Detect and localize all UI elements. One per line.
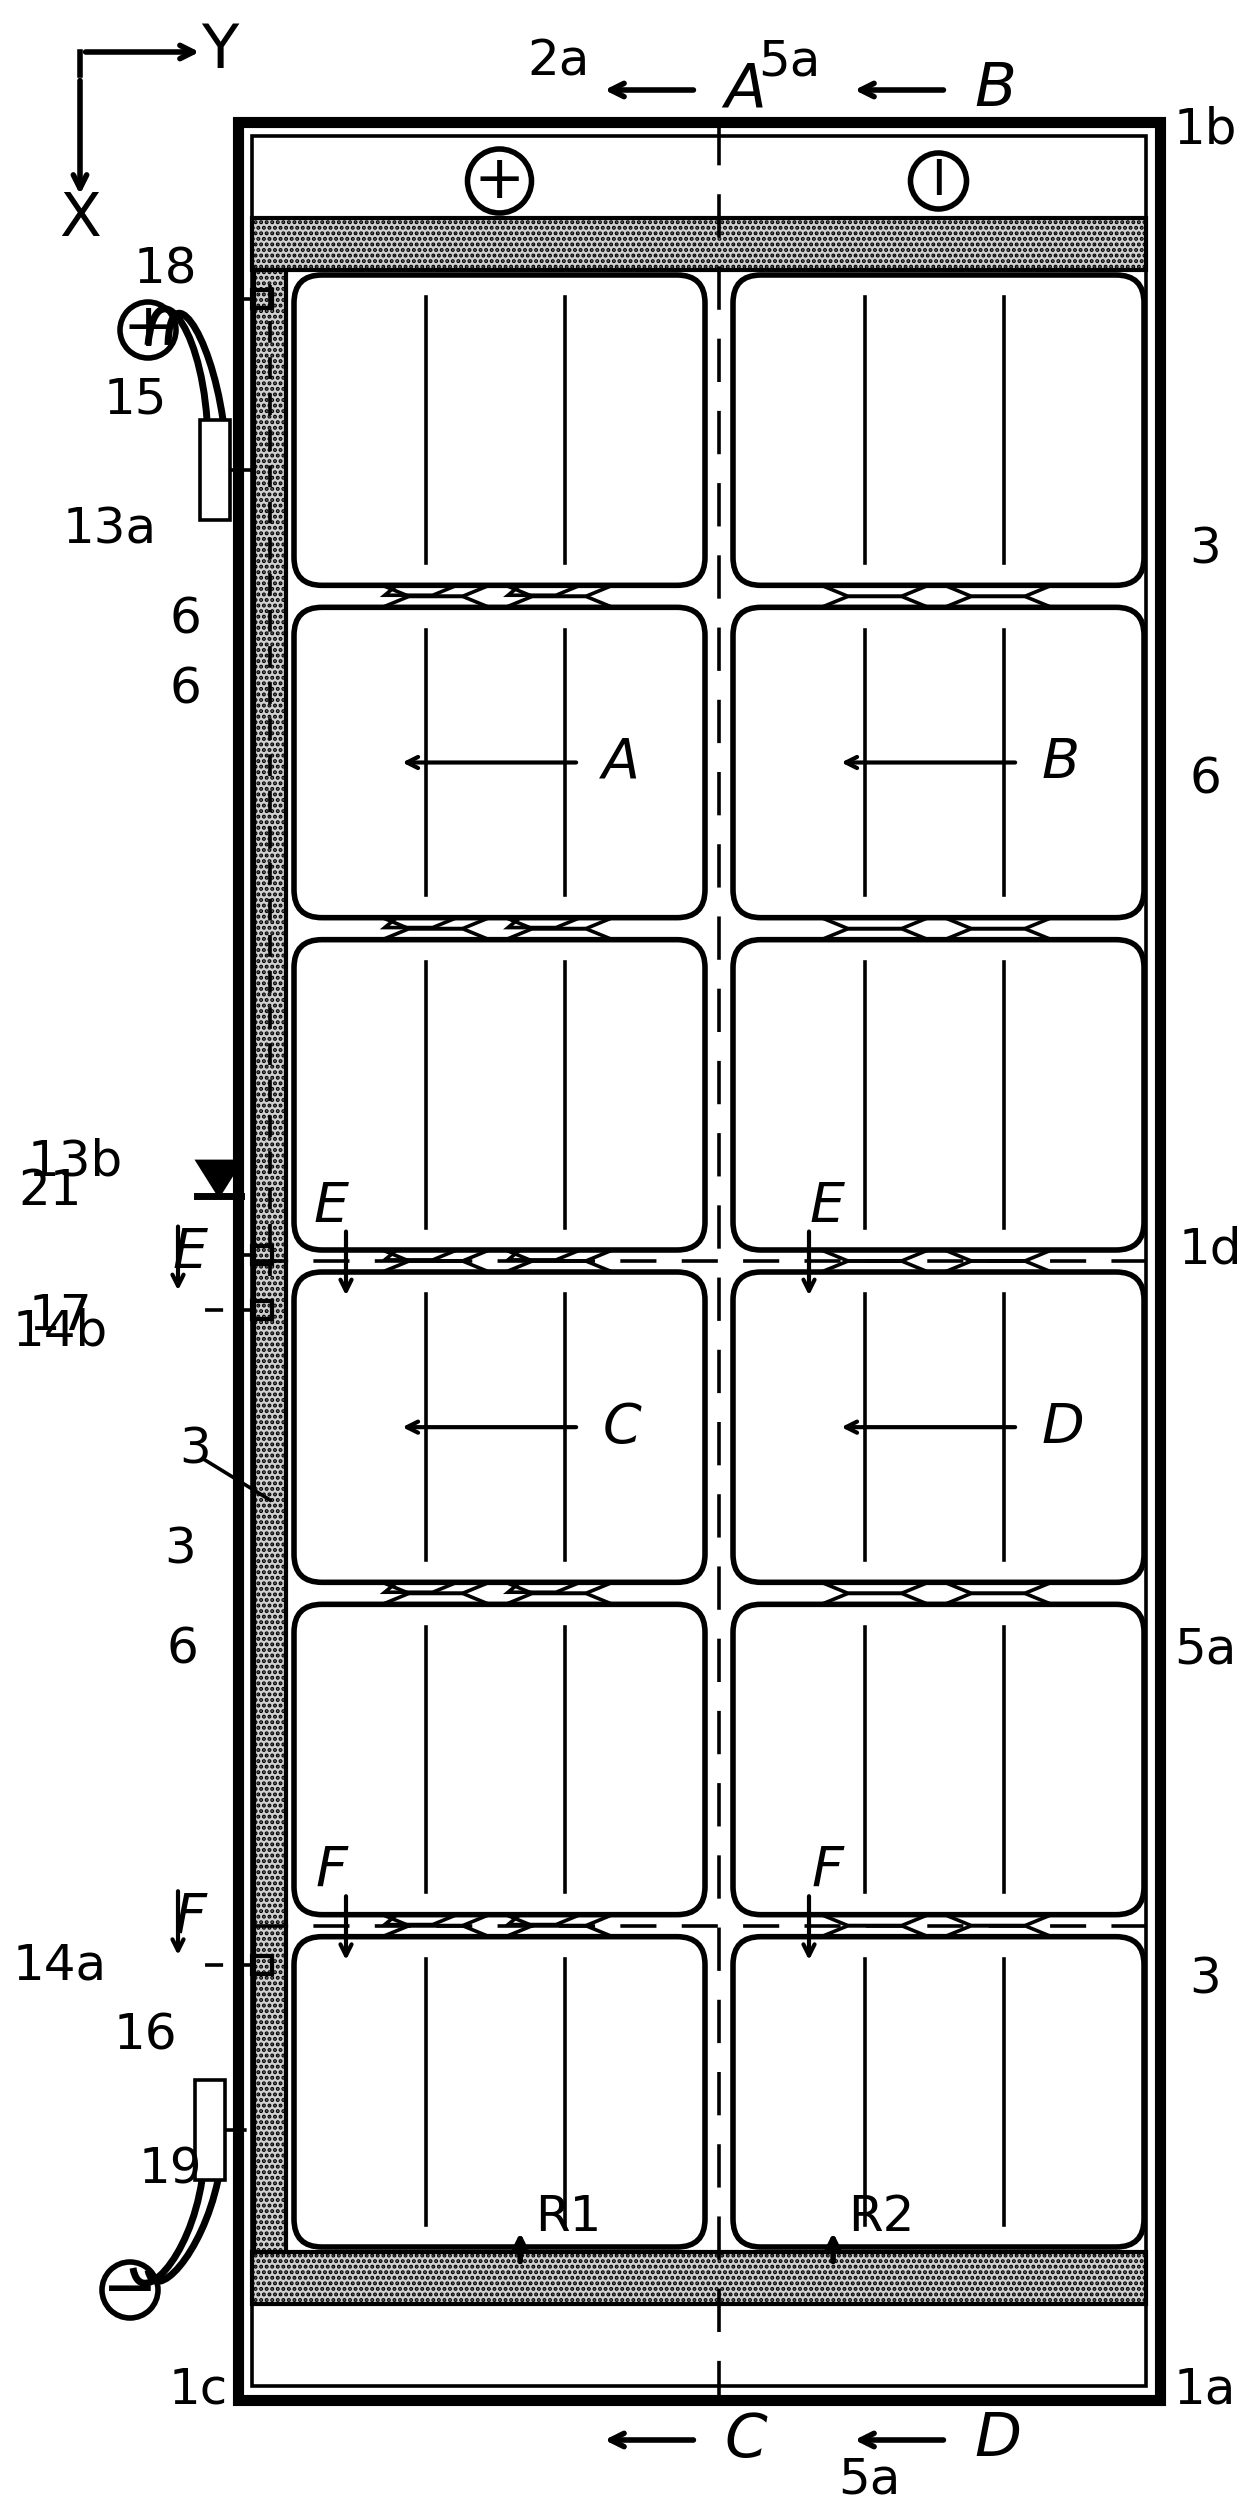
Text: E: E (314, 1179, 348, 1232)
Text: B: B (1042, 735, 1079, 788)
Text: E: E (810, 1179, 844, 1232)
Bar (252, 2253, 1146, 2303)
Text: I: I (931, 158, 946, 206)
Text: F: F (811, 1844, 843, 1897)
Text: 5a: 5a (1174, 1626, 1236, 1674)
Text: 3: 3 (164, 1525, 196, 1573)
Bar (200, 419, 229, 519)
Text: 19: 19 (138, 2145, 202, 2193)
Text: F: F (315, 1844, 347, 1897)
Text: C: C (603, 1400, 641, 1453)
Text: 2a: 2a (528, 38, 590, 85)
Text: 6: 6 (1189, 755, 1221, 803)
Text: 13a: 13a (63, 507, 157, 554)
Text: 3: 3 (179, 1425, 211, 1473)
Text: 5a: 5a (758, 38, 820, 85)
Text: F: F (174, 1892, 206, 1944)
Text: 14b: 14b (12, 1307, 108, 1355)
Text: A: A (724, 60, 766, 120)
Text: −: − (102, 2258, 157, 2323)
Bar (252, 1955, 272, 1975)
Polygon shape (197, 1162, 241, 1197)
Text: R2: R2 (848, 2193, 914, 2241)
Text: 17: 17 (29, 1292, 92, 1340)
Text: +: + (123, 301, 174, 359)
Text: 1c: 1c (169, 2366, 228, 2414)
Bar (252, 1302, 272, 1320)
Text: 6: 6 (169, 597, 201, 645)
Bar (254, 271, 286, 2253)
Text: 13b: 13b (27, 1137, 123, 1184)
Bar (238, 123, 1159, 2401)
Text: 15: 15 (103, 376, 166, 424)
Bar (252, 218, 1146, 271)
Text: +: + (474, 151, 525, 211)
Text: 1a: 1a (1174, 2366, 1236, 2414)
Text: 6: 6 (169, 665, 201, 715)
Text: A: A (603, 735, 640, 788)
Bar (252, 135, 1146, 2386)
Bar (195, 2080, 224, 2180)
Text: 18: 18 (133, 246, 197, 294)
Text: B: B (973, 60, 1016, 120)
Text: 3: 3 (1189, 1957, 1221, 2005)
Text: 21: 21 (19, 1167, 82, 1214)
Text: Y: Y (201, 23, 238, 80)
Text: 3: 3 (1189, 527, 1221, 575)
Text: 1d: 1d (1178, 1227, 1240, 1275)
Text: 16: 16 (113, 2012, 177, 2060)
Bar (252, 291, 272, 309)
Text: 5a: 5a (838, 2456, 900, 2504)
Text: D: D (973, 2411, 1021, 2469)
Text: E: E (172, 1227, 207, 1280)
Bar (252, 1247, 272, 1265)
Text: C: C (724, 2411, 766, 2469)
Text: 6: 6 (166, 1626, 198, 1674)
Text: D: D (1042, 1400, 1084, 1453)
Text: X: X (60, 191, 100, 248)
Text: R1: R1 (536, 2193, 601, 2241)
Text: 1b: 1b (1173, 105, 1236, 153)
Text: 14a: 14a (12, 1942, 107, 1990)
